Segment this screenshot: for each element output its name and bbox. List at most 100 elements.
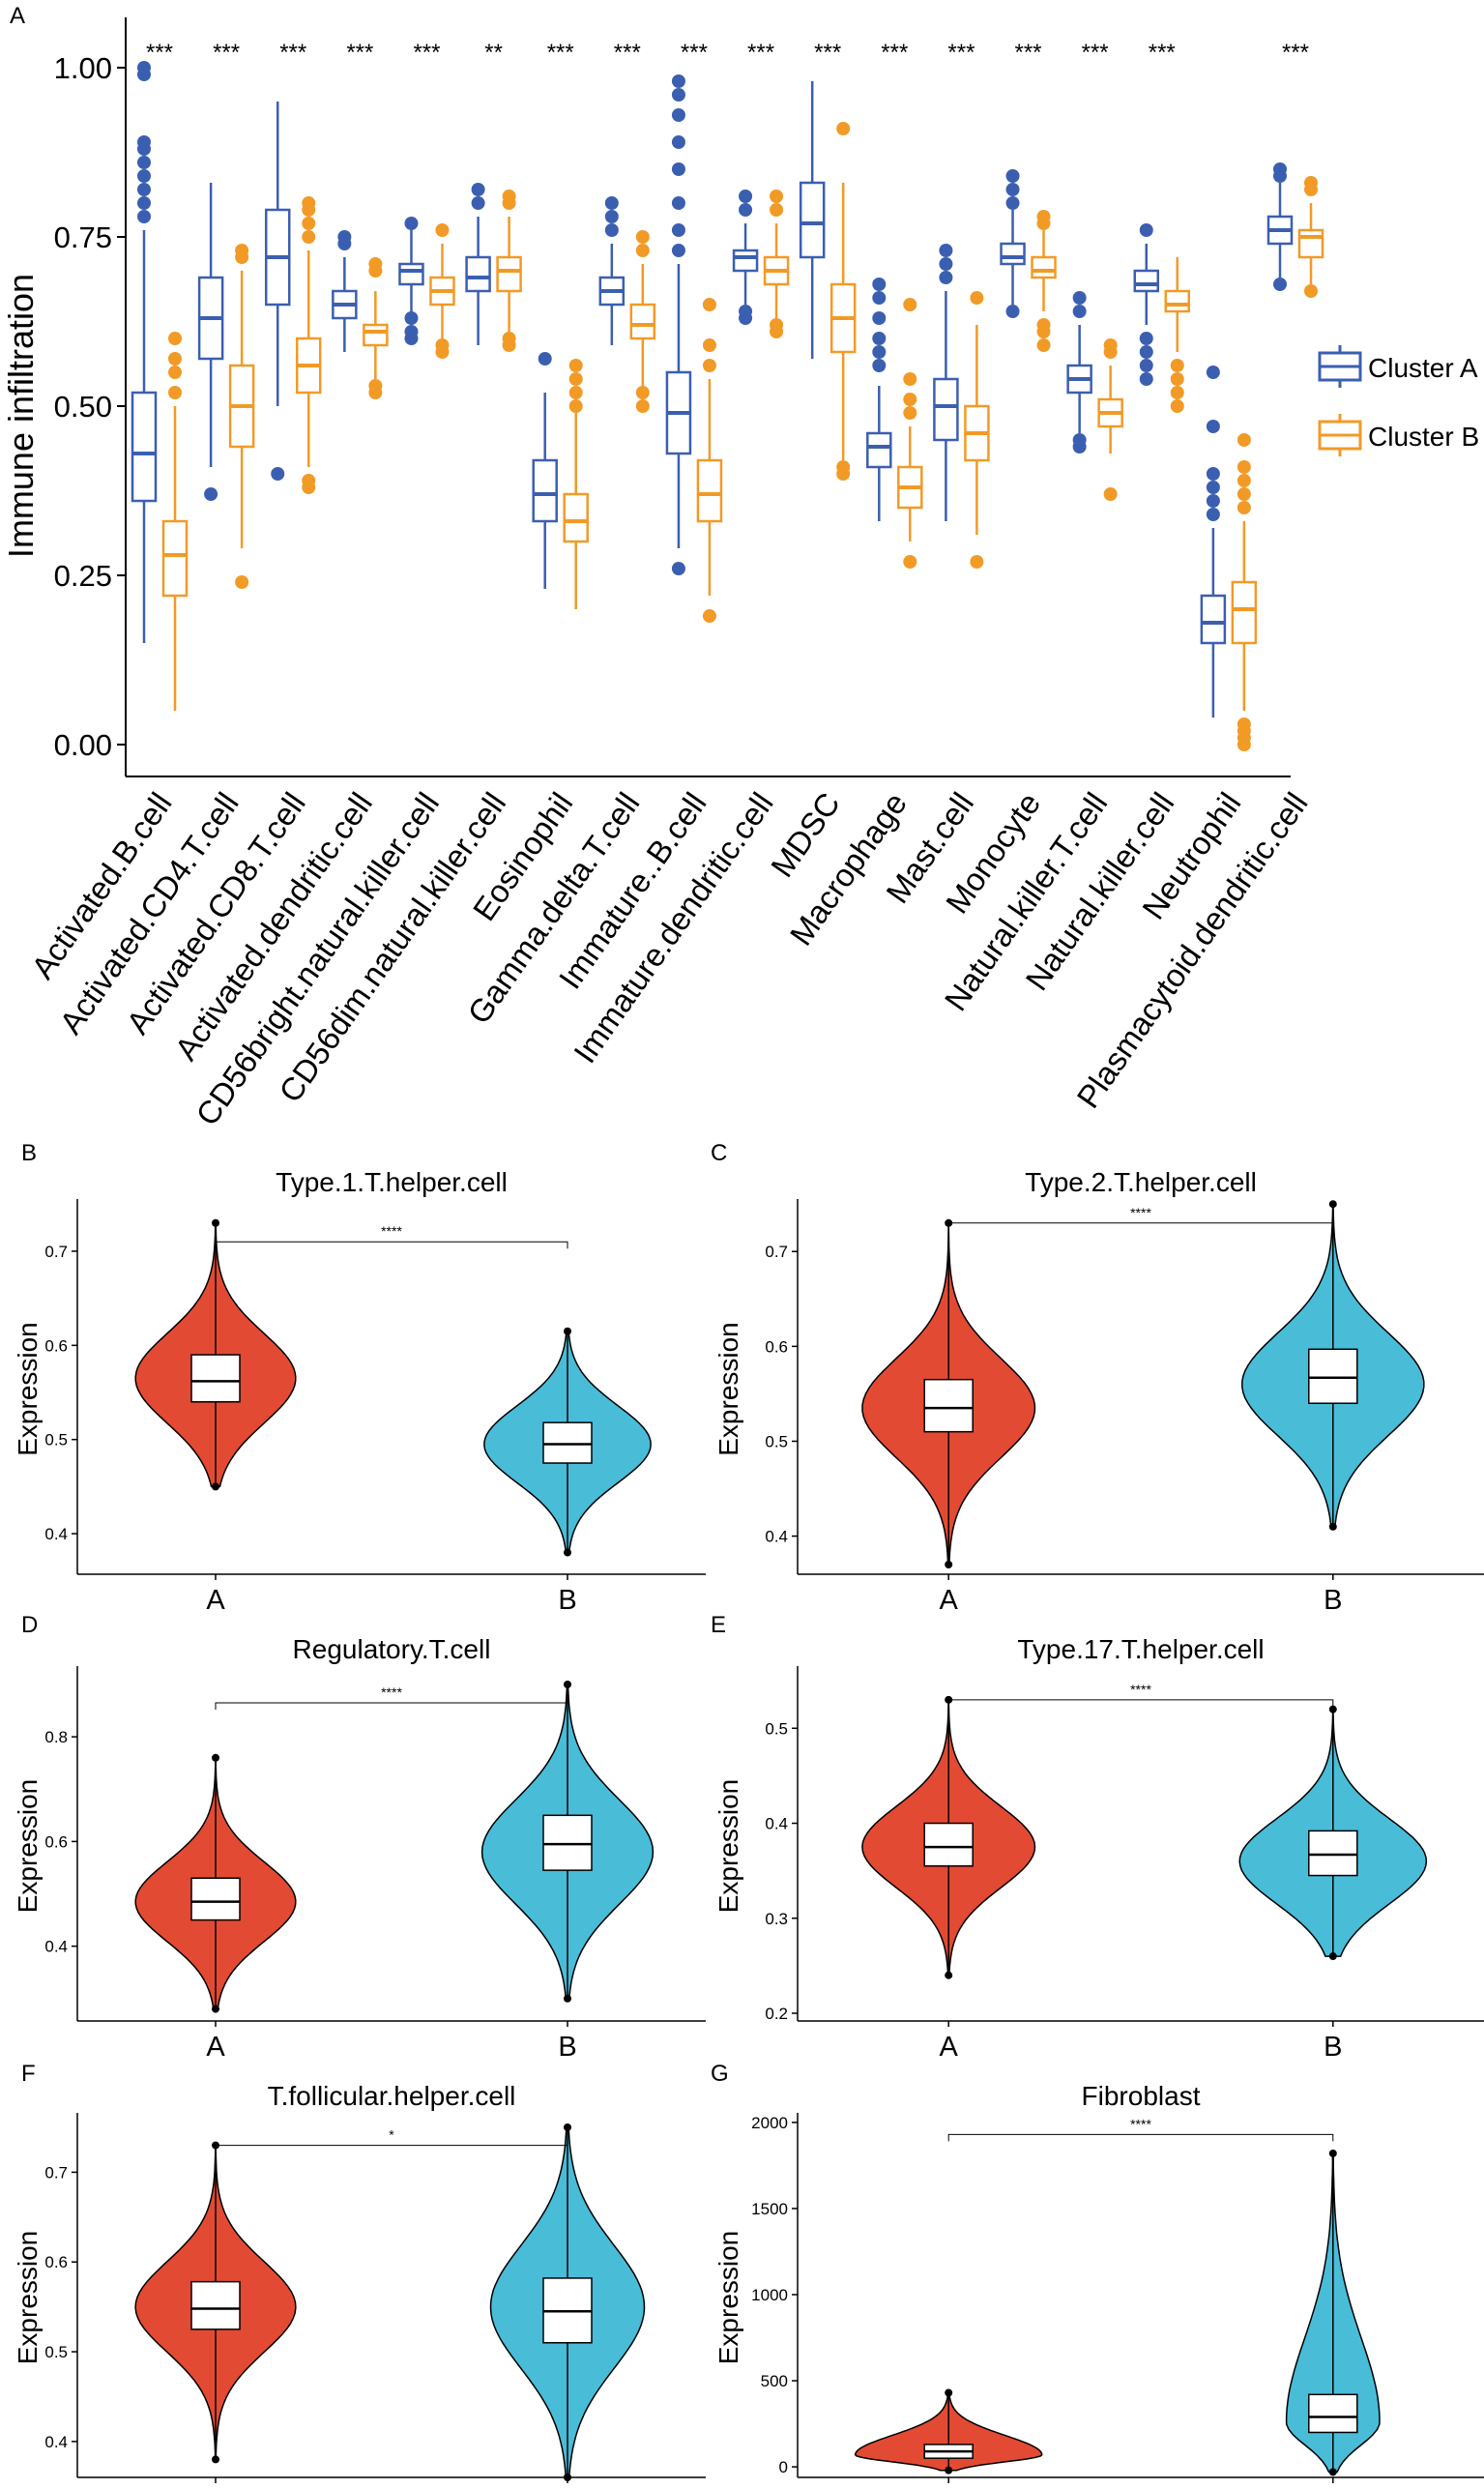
panel-label: D <box>21 1612 38 1638</box>
outlier-point <box>302 217 316 230</box>
y-tick-label: 0.00 <box>54 728 112 762</box>
y-tick-label: 1000 <box>751 2286 788 2304</box>
outlier-point <box>1103 487 1118 501</box>
outlier-point <box>137 135 151 149</box>
significance-label: ** <box>484 40 503 66</box>
significance-bracket <box>215 2145 568 2152</box>
box-A <box>131 391 158 503</box>
outlier-point <box>604 210 619 223</box>
outlier-point <box>212 2005 219 2013</box>
y-tick-label: 0.7 <box>44 1243 68 1261</box>
outlier-point <box>1170 372 1184 386</box>
significance-bracket <box>947 1222 1334 1230</box>
box-A <box>1133 269 1160 293</box>
panel-title: Type.1.T.helper.cell <box>276 1167 508 1197</box>
violin-box <box>190 1877 241 1921</box>
panel-label: F <box>21 2061 36 2087</box>
outlier-point <box>1139 345 1153 359</box>
outlier-point <box>702 609 716 623</box>
outlier-point <box>671 135 685 149</box>
y-tick-label: 0.5 <box>765 1432 788 1450</box>
outlier-point <box>1328 1200 1337 1209</box>
significance-label: *** <box>346 40 373 66</box>
outlier-point <box>1206 420 1220 433</box>
panel-label: B <box>21 1140 37 1166</box>
panel-title: Type.2.T.helper.cell <box>1025 1167 1257 1197</box>
panel-a-ylabel: Immune infiltration <box>1 274 41 558</box>
panel-f-violin: F T.follicular.helper.cell Expression 0.4 0.… <box>13 2061 706 2489</box>
box-A <box>866 431 892 469</box>
panel-a-boxplot: A 0.00 0.25 0.50 0.75 1.00Activated.B.cell**… <box>1 3 1479 1132</box>
outlier-point <box>502 190 516 203</box>
y-tick-label: 500 <box>761 2372 788 2390</box>
outlier-point <box>271 467 285 481</box>
outlier-point <box>404 325 419 338</box>
box-B <box>1231 580 1258 645</box>
box-B <box>629 303 656 340</box>
outlier-point <box>368 379 383 393</box>
outlier-point <box>1206 467 1220 481</box>
box-B <box>1164 289 1191 313</box>
outlier-point <box>1206 494 1220 508</box>
outlier-point <box>671 108 685 122</box>
x-tick-label: B <box>1324 1585 1342 1616</box>
outlier-point <box>1273 162 1287 176</box>
outlier-point <box>1005 183 1020 196</box>
outlier-point <box>739 305 753 318</box>
outlier-point <box>945 1971 953 1979</box>
significance-label: *** <box>1015 40 1042 66</box>
violin-box <box>542 1814 593 1871</box>
significance-label: *** <box>1149 40 1176 66</box>
y-tick-label: 0.7 <box>44 2163 68 2182</box>
outlier-point <box>568 386 583 399</box>
outlier-point <box>872 359 887 372</box>
outlier-point <box>903 406 917 420</box>
outlier-point <box>903 393 917 406</box>
outlier-point <box>702 298 716 311</box>
outlier-point <box>1304 176 1318 190</box>
outlier-point <box>564 1548 571 1557</box>
outlier-point <box>1304 284 1318 298</box>
box-B <box>563 492 589 543</box>
outlier-point <box>1237 460 1251 474</box>
significance-label: **** <box>1130 2116 1151 2131</box>
outlier-point <box>137 196 151 210</box>
outlier-point <box>1237 717 1251 731</box>
panel-c-violin: C Type.2.T.helper.cell Expression 0.4 0.5 0.6… <box>711 1140 1484 1616</box>
panel-d-violin: D Regulatory.T.cell Expression 0.4 0.6 0.8 A B *… <box>13 1612 706 2063</box>
box-B <box>161 519 189 598</box>
outlier-point <box>702 338 716 352</box>
outlier-point <box>872 345 887 359</box>
y-tick-label: 0.6 <box>765 1337 788 1356</box>
outlier-point <box>1206 366 1220 379</box>
significance-label: *** <box>213 40 240 66</box>
outlier-point <box>1005 196 1020 210</box>
significance-label: *** <box>747 40 774 66</box>
outlier-point <box>1328 2149 1337 2157</box>
outlier-point <box>235 575 249 589</box>
y-tick-label: 0.25 <box>54 559 112 593</box>
significance-bracket <box>947 2133 1334 2142</box>
significance-label: **** <box>1130 1682 1151 1697</box>
violin-box <box>1308 1348 1358 1404</box>
y-tick-label: 1500 <box>751 2200 788 2218</box>
outlier-point <box>1170 386 1184 399</box>
outlier-point <box>1273 278 1287 291</box>
outlier-point <box>604 223 619 237</box>
outlier-point <box>1237 474 1251 487</box>
outlier-point <box>770 190 784 203</box>
outlier-point <box>945 2466 953 2474</box>
panel-title: Regulatory.T.cell <box>293 1634 491 1664</box>
outlier-point <box>836 460 851 474</box>
outlier-point <box>564 1327 571 1335</box>
outlier-point <box>1036 338 1051 352</box>
box-A <box>398 262 424 286</box>
y-tick-label: 0.7 <box>765 1243 788 1261</box>
y-tick-label: 0.6 <box>44 1832 68 1851</box>
box-B <box>696 458 723 523</box>
outlier-point <box>1328 2468 1337 2476</box>
significance-label: *** <box>146 40 173 66</box>
outlier-point <box>1170 359 1184 372</box>
outlier-point <box>302 196 316 210</box>
